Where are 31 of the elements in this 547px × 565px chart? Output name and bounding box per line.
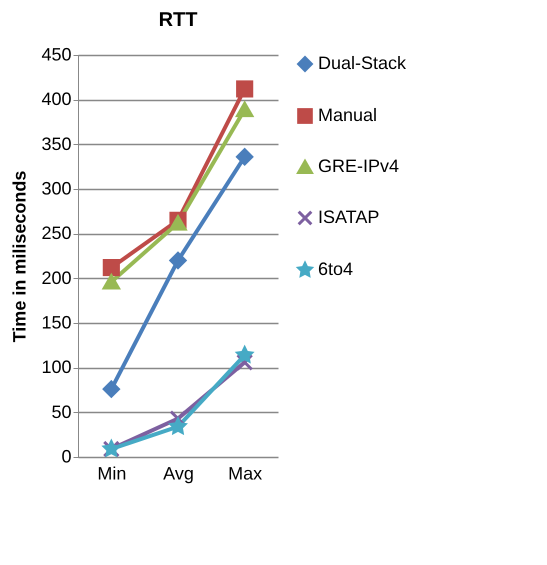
y-tick-label: 400 [41, 89, 72, 110]
point [169, 215, 187, 231]
legend-label: 6to4 [318, 259, 354, 279]
chart-title: RTT [158, 9, 198, 31]
legend-label: GRE-IPv4 [318, 156, 400, 176]
x-tick-label: Max [228, 464, 262, 484]
y-tick-label: 250 [41, 223, 72, 244]
point [236, 80, 254, 98]
y-tick-label: 50 [51, 402, 72, 422]
x-tick-label: Avg [163, 464, 194, 484]
point [169, 252, 187, 270]
point [170, 418, 186, 434]
legend-label: Manual [318, 105, 378, 125]
point [236, 148, 254, 166]
point [236, 102, 254, 118]
legend-label: ISATAP [318, 207, 380, 227]
point [102, 274, 120, 290]
y-axis-title: Time in miliseconds [9, 170, 30, 342]
y-tick-label: 450 [41, 44, 72, 64]
x-tick-label: Min [97, 464, 126, 484]
point [236, 346, 253, 362]
y-tick-label: 300 [41, 178, 72, 198]
legend-label: Dual-Stack [318, 53, 408, 73]
y-tick-label: 100 [41, 357, 72, 378]
y-tick-label: 200 [41, 268, 72, 288]
y-tick-label: 150 [41, 312, 72, 332]
y-tick-label: 0 [61, 446, 72, 466]
point [102, 259, 120, 276]
point [102, 380, 120, 398]
y-tick-label: 350 [41, 134, 72, 154]
point [236, 354, 254, 371]
